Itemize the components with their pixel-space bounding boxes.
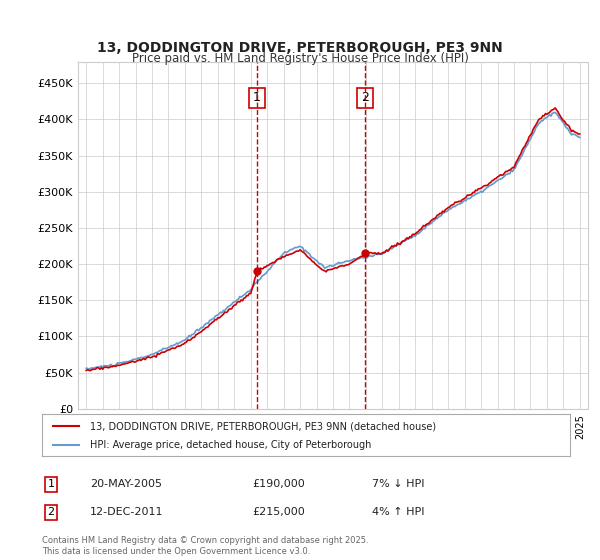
Text: Contains HM Land Registry data © Crown copyright and database right 2025.
This d: Contains HM Land Registry data © Crown c… (42, 536, 368, 556)
Text: 1: 1 (253, 91, 261, 104)
Text: 13, DODDINGTON DRIVE, PETERBOROUGH, PE3 9NN (detached house): 13, DODDINGTON DRIVE, PETERBOROUGH, PE3 … (89, 421, 436, 431)
Text: 7% ↓ HPI: 7% ↓ HPI (372, 479, 425, 489)
Text: 2: 2 (47, 507, 55, 517)
Text: 2: 2 (361, 91, 369, 104)
Text: £215,000: £215,000 (252, 507, 305, 517)
Text: £190,000: £190,000 (252, 479, 305, 489)
Text: HPI: Average price, detached house, City of Peterborough: HPI: Average price, detached house, City… (89, 440, 371, 450)
Text: 13, DODDINGTON DRIVE, PETERBOROUGH, PE3 9NN: 13, DODDINGTON DRIVE, PETERBOROUGH, PE3 … (97, 41, 503, 55)
Text: Price paid vs. HM Land Registry's House Price Index (HPI): Price paid vs. HM Land Registry's House … (131, 52, 469, 66)
Text: 4% ↑ HPI: 4% ↑ HPI (372, 507, 425, 517)
Text: 12-DEC-2011: 12-DEC-2011 (90, 507, 163, 517)
Text: 20-MAY-2005: 20-MAY-2005 (90, 479, 162, 489)
Text: 1: 1 (47, 479, 55, 489)
